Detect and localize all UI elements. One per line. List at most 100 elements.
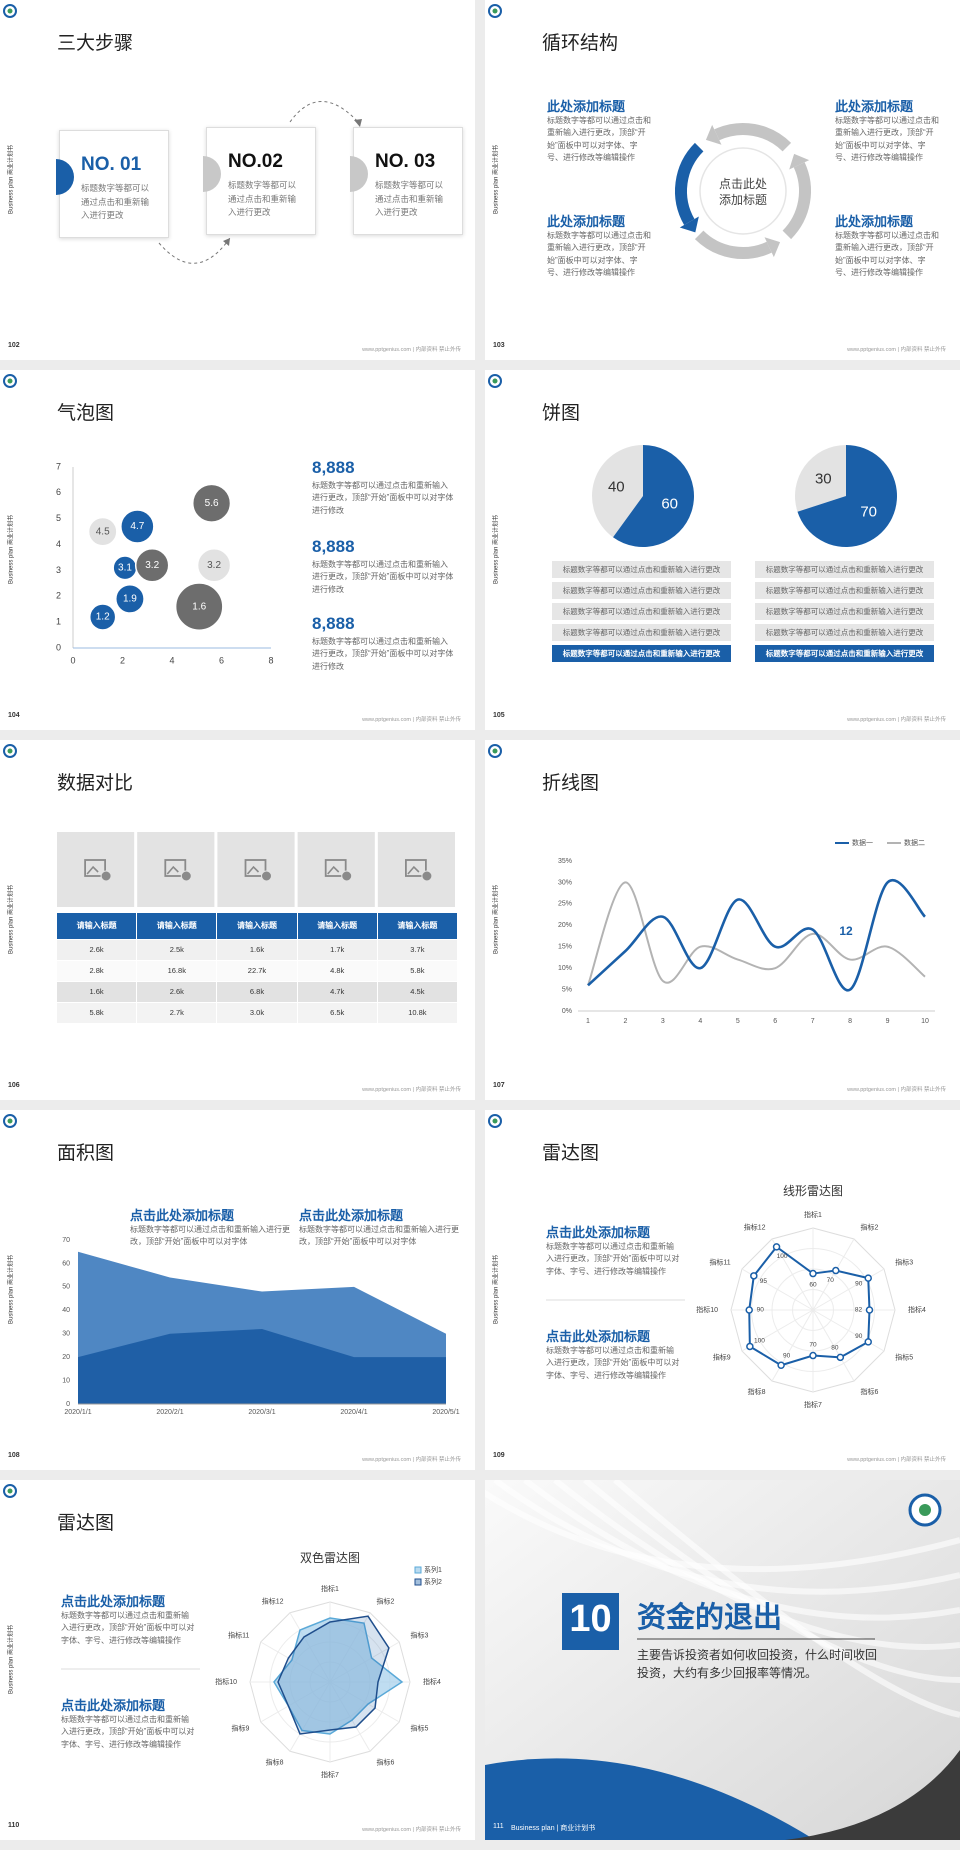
table-header: 请输入标题 bbox=[57, 913, 137, 939]
y-tick-label: 60 bbox=[62, 1260, 70, 1267]
slide-graphics bbox=[488, 4, 811, 259]
slide: 10 资金的退出 主要告诉投资者如何收回投资，什么时间收回投资，大约有多少回报率等情… bbox=[485, 1480, 960, 1840]
radar-point bbox=[864, 1338, 872, 1346]
image-icon bbox=[261, 870, 272, 882]
radar-axis-label: 指标8 bbox=[266, 1757, 284, 1766]
step-label: NO. 03 bbox=[375, 151, 436, 172]
side-label: Business plan 商业计划书 bbox=[493, 144, 500, 215]
radar-axis-label: 指标5 bbox=[411, 1723, 429, 1732]
bubble bbox=[134, 547, 170, 583]
table-cell: 2.6k bbox=[137, 982, 217, 1002]
y-tick-label: 5 bbox=[56, 513, 61, 523]
data-label: 1.2 bbox=[96, 612, 110, 623]
block-text: 标题数字等都可以通过点击和重新输入进行更改，顶部“开始”面板中可以对字体、字号、… bbox=[547, 116, 651, 163]
pie-slice bbox=[795, 445, 846, 512]
radar-point bbox=[750, 1272, 758, 1280]
radar-axis-label: 指标12 bbox=[744, 1223, 766, 1232]
table-cell: 3.0k bbox=[217, 1003, 297, 1023]
y-tick-label: 30 bbox=[62, 1331, 70, 1338]
x-tick-label: 4 bbox=[698, 1018, 702, 1025]
radar-axis-label: 指标3 bbox=[411, 1630, 429, 1639]
radar-axis-label: 指标7 bbox=[804, 1400, 822, 1409]
data-label: 1.6 bbox=[192, 601, 206, 612]
slide-title: 气泡图 bbox=[57, 403, 115, 424]
radar-spoke bbox=[771, 1238, 814, 1311]
data-label: 5.6 bbox=[205, 498, 219, 509]
table-cell: 5.8k bbox=[57, 1003, 137, 1023]
swoosh bbox=[613, 1480, 960, 1718]
slide-title: 折线图 bbox=[542, 773, 600, 794]
radar-axis-label: 指标11 bbox=[709, 1257, 730, 1266]
data-label: 90 bbox=[855, 1280, 863, 1287]
table-cell: 2.5k bbox=[137, 940, 217, 960]
slide-graphics bbox=[3, 4, 362, 264]
logo-dot bbox=[919, 1504, 931, 1516]
table-header: 请输入标题 bbox=[377, 913, 457, 939]
cover-footer: Business plan | 商业计划书 bbox=[511, 1825, 596, 1832]
y-tick-label: 25% bbox=[558, 901, 572, 908]
slide-title: 循环结构 bbox=[542, 33, 619, 54]
data-label: 100 bbox=[754, 1338, 765, 1345]
x-tick-label: 1 bbox=[586, 1018, 590, 1025]
step-marker bbox=[56, 159, 74, 195]
radar-axis-label: 指标12 bbox=[262, 1596, 284, 1605]
image-icon bbox=[166, 865, 179, 875]
logo-dot bbox=[492, 378, 498, 384]
page-number: 105 bbox=[493, 712, 505, 719]
side-label: Business plan 商业计划书 bbox=[8, 1254, 15, 1325]
caption-row: 标题数字等都可以通过点击和重新输入进行更改 bbox=[552, 582, 731, 599]
slide-graphics: 40 60 30 70 bbox=[488, 374, 897, 547]
stat-value: 8,888 bbox=[312, 458, 355, 477]
data-label: 40 bbox=[608, 478, 625, 495]
x-tick-label: 2 bbox=[623, 1018, 627, 1025]
table-cell: 6.8k bbox=[217, 982, 297, 1002]
side-label: Business plan 商业计划书 bbox=[493, 884, 500, 955]
data-label: 80 bbox=[831, 1345, 839, 1352]
step-label: NO.02 bbox=[228, 151, 283, 172]
table-cell: 4.5k bbox=[377, 982, 457, 1002]
cycle-arc bbox=[714, 123, 792, 152]
image-icon bbox=[404, 859, 427, 877]
y-tick-label: 50 bbox=[62, 1284, 70, 1291]
image-icon bbox=[407, 865, 420, 875]
data-label: 95 bbox=[760, 1278, 768, 1285]
dashed-arrow bbox=[289, 101, 361, 125]
x-tick-label: 2020/5/1 bbox=[432, 1409, 459, 1416]
page-number: 110 bbox=[8, 1822, 20, 1829]
radar-point bbox=[832, 1266, 840, 1275]
radar-point bbox=[864, 1274, 872, 1282]
page-number: 103 bbox=[493, 342, 505, 349]
image-icon bbox=[180, 870, 192, 882]
table-cell: 1.6k bbox=[217, 940, 297, 960]
block-heading: 此处添加标题 bbox=[547, 214, 626, 229]
x-tick-label: 7 bbox=[811, 1018, 815, 1025]
bubble bbox=[120, 509, 155, 544]
table-cell: 2.6k bbox=[57, 940, 137, 960]
radar-axis-label: 指标10 bbox=[696, 1305, 718, 1314]
center-text: 点击此处 bbox=[718, 177, 767, 191]
slide: 线形雷达图 指标1 指标2 指标3 指标4 指标5 指标6 指标7 指标8 指标9 指标10 指标11… bbox=[485, 1110, 960, 1470]
cycle-arrow bbox=[789, 153, 810, 170]
y-tick-label: 0 bbox=[56, 642, 61, 652]
data-label: 3.1 bbox=[118, 562, 132, 573]
block-text: 标题数字等都可以通过点击和重新输入进行更改，顶部“开始”面板中可以对字体、字号、… bbox=[835, 231, 939, 278]
legend-label: 系列1 bbox=[424, 1565, 442, 1574]
block-heading: 点击此处添加标题 bbox=[61, 1698, 166, 1713]
radar-axis-label: 指标8 bbox=[748, 1387, 766, 1396]
bubble bbox=[88, 603, 117, 631]
image-icon bbox=[324, 859, 347, 877]
logo-dot bbox=[7, 748, 13, 754]
y-tick-label: 7 bbox=[56, 461, 61, 471]
slide-title: 雷达图 bbox=[542, 1143, 600, 1164]
cycle-center bbox=[699, 147, 787, 235]
stat-text: 标题数字等都可以通过点击和重新输入进行更改，顶部“开始”面板中可以对字体进行修改 bbox=[312, 637, 454, 671]
image-icon bbox=[421, 870, 433, 882]
y-tick-label: 30% bbox=[558, 879, 572, 886]
y-tick-label: 10 bbox=[62, 1377, 70, 1384]
radar-spoke bbox=[741, 1309, 814, 1352]
side-label: Business plan 商业计划书 bbox=[493, 1254, 500, 1325]
y-tick-label: 2 bbox=[56, 591, 61, 601]
arrow-head bbox=[354, 119, 362, 127]
block-text: 标题数字等都可以通过点击和重新输入进行更改，顶部“开始”面板中可以对字体、字号、… bbox=[835, 116, 939, 163]
